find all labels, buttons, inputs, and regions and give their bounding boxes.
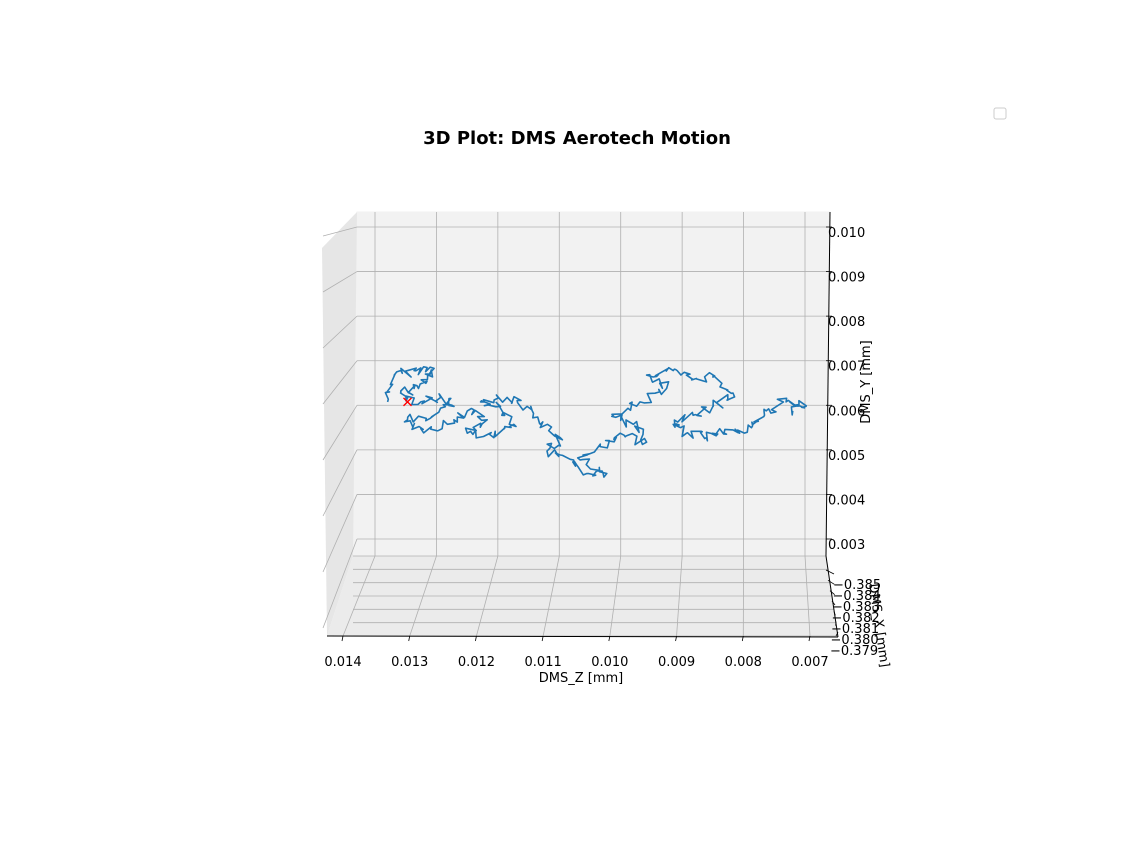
z-tick-label: 0.012 (458, 655, 495, 670)
y-tick-label: 0.005 (828, 449, 865, 464)
x-tick-label: −0.379 (830, 644, 878, 659)
z-tick-label: 0.007 (791, 655, 828, 670)
z-tick-label: 0.014 (324, 655, 361, 670)
back-pane (353, 212, 830, 556)
z-tick-label: 0.011 (525, 655, 562, 670)
y-tick-label: 0.008 (828, 315, 865, 330)
z-axis-label: DMS_Z [mm] (539, 671, 624, 686)
z-tick-label: 0.009 (658, 655, 695, 670)
y-tick-label: 0.009 (828, 271, 865, 286)
z-tick-mark (409, 636, 410, 641)
floor-pane (327, 556, 838, 637)
y-tick-label: 0.010 (828, 226, 865, 241)
z-tick-label: 0.010 (591, 655, 628, 670)
chart-title: 3D Plot: DMS Aerotech Motion (423, 128, 731, 149)
z-tick-label: 0.013 (391, 655, 428, 670)
y-tick-label: 0.003 (828, 538, 865, 553)
z-tick-mark (342, 636, 343, 641)
legend-box (994, 108, 1006, 119)
y-tick-label: 0.004 (828, 493, 865, 508)
z-tick-label: 0.008 (725, 655, 762, 670)
y-axis-label: DMS_Y [mm] (859, 340, 874, 424)
